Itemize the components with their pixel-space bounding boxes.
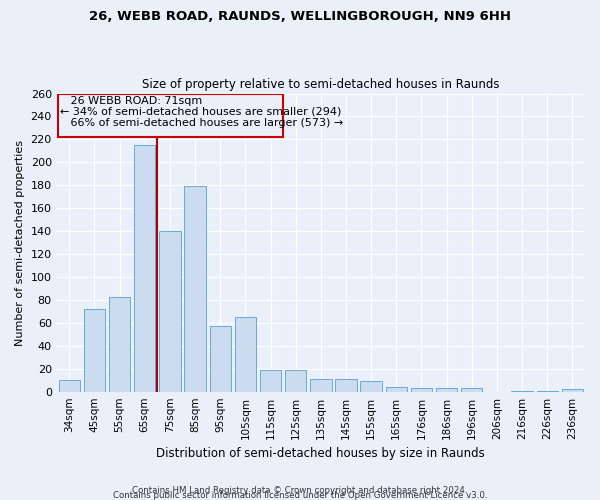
Text: Contains HM Land Registry data © Crown copyright and database right 2024.: Contains HM Land Registry data © Crown c… — [132, 486, 468, 495]
Text: 66% of semi-detached houses are larger (573) →: 66% of semi-detached houses are larger (… — [61, 118, 344, 128]
Bar — [59, 380, 80, 392]
Bar — [335, 379, 356, 392]
Bar — [134, 145, 155, 392]
Bar — [235, 317, 256, 392]
Bar — [361, 382, 382, 392]
Bar — [461, 388, 482, 392]
X-axis label: Distribution of semi-detached houses by size in Raunds: Distribution of semi-detached houses by … — [157, 447, 485, 460]
Bar — [285, 370, 307, 392]
Bar — [310, 379, 332, 392]
Bar — [109, 296, 130, 392]
Bar — [58, 94, 283, 137]
Bar — [511, 390, 533, 392]
Bar — [159, 231, 181, 392]
Text: 26 WEBB ROAD: 71sqm: 26 WEBB ROAD: 71sqm — [61, 96, 203, 106]
Text: ← 34% of semi-detached houses are smaller (294): ← 34% of semi-detached houses are smalle… — [61, 106, 342, 116]
Bar — [436, 388, 457, 392]
Text: 26, WEBB ROAD, RAUNDS, WELLINGBOROUGH, NN9 6HH: 26, WEBB ROAD, RAUNDS, WELLINGBOROUGH, N… — [89, 10, 511, 23]
Text: Contains public sector information licensed under the Open Government Licence v3: Contains public sector information licen… — [113, 491, 487, 500]
Bar — [411, 388, 432, 392]
Title: Size of property relative to semi-detached houses in Raunds: Size of property relative to semi-detach… — [142, 78, 500, 91]
Bar — [260, 370, 281, 392]
Bar — [536, 390, 558, 392]
Bar — [184, 186, 206, 392]
Bar — [84, 309, 105, 392]
Bar — [386, 387, 407, 392]
Bar — [562, 390, 583, 392]
Y-axis label: Number of semi-detached properties: Number of semi-detached properties — [15, 140, 25, 346]
Bar — [209, 326, 231, 392]
